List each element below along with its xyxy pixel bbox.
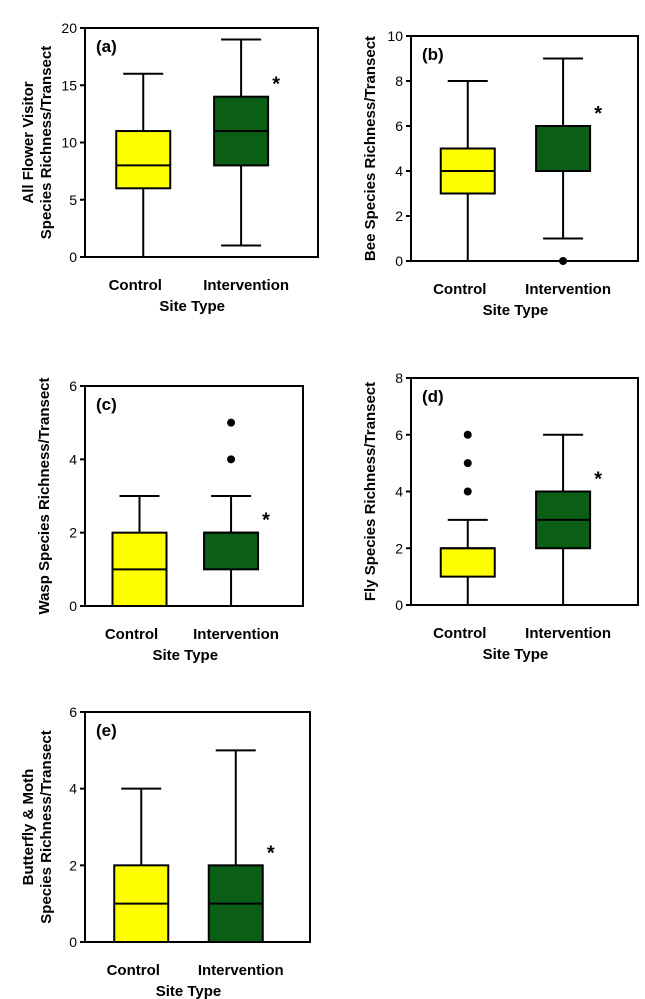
significance-marker: *: [267, 842, 275, 864]
x-category-label: Intervention: [525, 625, 611, 642]
y-tick-label: 6: [69, 704, 77, 720]
plot-frame: [410, 35, 639, 262]
y-tick-label: 8: [395, 73, 403, 89]
y-axis-title: Species Richness/Transect: [38, 46, 55, 239]
y-tick-label: 0: [395, 597, 403, 613]
y-tick-label: 0: [69, 249, 77, 265]
panel-c: 0 2 4 6 Wasp Species Richness/Transect (c) Con…: [36, 377, 304, 664]
outlier-point: [227, 455, 236, 464]
box-control: [439, 80, 496, 262]
iqr-box: [203, 531, 260, 571]
box-intervention: [213, 38, 270, 247]
outlier-point: [559, 257, 568, 265]
y-tick-label: 2: [395, 208, 403, 224]
box-control: [111, 495, 168, 608]
box-intervention: [535, 57, 592, 265]
y-tick-label: 4: [395, 484, 403, 500]
y-axis-title: Bee Species Richness/Transect: [362, 36, 379, 261]
panel-e: 0 2 4 6 Butterfly & Moth Species Richness/Tra…: [20, 704, 311, 999]
plot-frame: [84, 385, 304, 607]
y-tick-label: 8: [395, 370, 403, 386]
x-category-label: Control: [433, 625, 486, 642]
x-category-label: Control: [105, 626, 158, 643]
panel-label: (b): [422, 45, 444, 64]
y-tick-label: 0: [69, 598, 77, 614]
x-axis-title: Site Type: [483, 646, 549, 663]
y-tick-label: 6: [395, 118, 403, 134]
y-tick-label: 4: [69, 781, 77, 797]
panel-a: 0 5 10 15 20 All Flower Visitor Species Richne…: [20, 20, 319, 315]
y-tick-label: 10: [61, 135, 77, 151]
outlier-point: [227, 418, 236, 427]
panel-label: (e): [96, 721, 117, 740]
y-axis-title: All Flower Visitor: [20, 81, 37, 203]
iqr-box: [115, 130, 172, 190]
x-category-label: Control: [109, 277, 162, 294]
significance-marker: *: [272, 74, 280, 96]
plot-frame: [84, 711, 311, 943]
x-category-label: Intervention: [193, 626, 279, 643]
y-axis-title: Butterfly & Moth: [20, 769, 37, 886]
x-axis-title: Site Type: [152, 647, 218, 664]
significance-marker: *: [594, 469, 602, 491]
y-tick-label: 2: [69, 857, 77, 873]
y-tick-label: 5: [69, 192, 77, 208]
panel-label: (a): [96, 37, 117, 56]
iqr-box: [535, 125, 592, 172]
y-tick-label: 6: [69, 378, 77, 394]
y-tick-label: 4: [69, 451, 77, 467]
x-axis-title: Site Type: [156, 983, 222, 999]
panel-b: 0 2 4 6 8 10 Bee Species Richness/Transect (b) C…: [362, 28, 639, 319]
y-tick-label: 2: [69, 525, 77, 541]
y-tick-label: 6: [395, 427, 403, 443]
y-tick-label: 10: [387, 28, 403, 44]
x-category-label: Intervention: [525, 281, 611, 298]
y-axis-title: Wasp Species Richness/Transect: [36, 377, 53, 614]
x-axis-title: Site Type: [159, 298, 225, 315]
box-control: [439, 430, 496, 606]
x-axis-title: Site Type: [483, 302, 549, 319]
y-axis-title: Species Richness/Transect: [38, 730, 55, 923]
panel-label: (d): [422, 387, 444, 406]
x-category-label: Control: [107, 962, 160, 979]
outlier-point: [463, 430, 472, 439]
y-tick-label: 4: [395, 163, 403, 179]
outlier-point: [463, 459, 472, 468]
box-intervention: [535, 433, 592, 606]
x-category-label: Control: [433, 281, 486, 298]
x-category-label: Intervention: [203, 277, 289, 294]
significance-marker: *: [594, 103, 602, 125]
y-tick-label: 0: [69, 934, 77, 950]
box-control: [115, 72, 172, 258]
box-control: [113, 787, 170, 943]
x-category-label: Intervention: [198, 962, 284, 979]
iqr-box: [439, 547, 496, 578]
significance-marker: *: [262, 510, 270, 532]
y-tick-label: 0: [395, 253, 403, 269]
box-intervention: [207, 749, 264, 943]
y-tick-label: 15: [61, 77, 77, 93]
y-tick-label: 20: [61, 20, 77, 36]
y-axis-title: Fly Species Richness/Transect: [362, 382, 379, 601]
panel-label: (c): [96, 395, 117, 414]
outlier-point: [463, 487, 472, 496]
panel-d: 0 2 4 6 8 Fly Species Richness/Transect (d) Con…: [362, 370, 639, 663]
box-intervention: [203, 418, 260, 607]
y-tick-label: 2: [395, 540, 403, 556]
